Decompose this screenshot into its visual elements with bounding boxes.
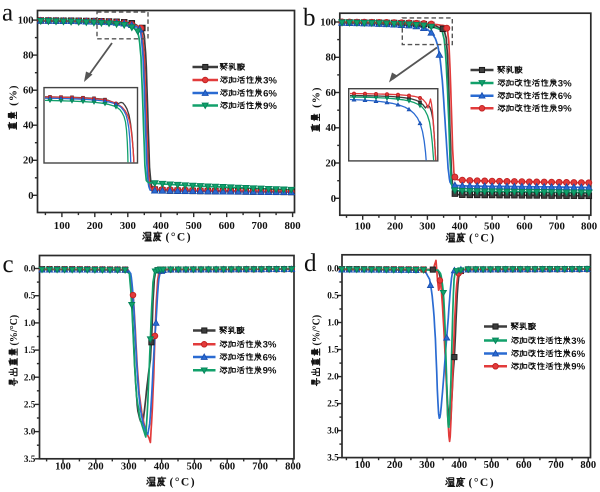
svg-text:6%: 6%	[263, 352, 277, 363]
svg-text:100: 100	[55, 461, 71, 472]
svg-text:3%: 3%	[571, 336, 585, 347]
svg-text:20: 20	[326, 159, 337, 170]
svg-text:(°C): (°C)	[469, 233, 496, 245]
svg-text:3%: 3%	[263, 75, 277, 86]
svg-text:200: 200	[87, 220, 103, 232]
svg-text:9%: 9%	[571, 362, 585, 373]
svg-text:9%: 9%	[558, 104, 572, 115]
svg-text:9%: 9%	[263, 366, 277, 377]
svg-text:0: 0	[331, 194, 336, 205]
svg-text:0: 0	[28, 191, 33, 202]
svg-text:3.0: 3.0	[327, 426, 339, 436]
svg-text:d: d	[304, 250, 317, 277]
svg-text:3.0: 3.0	[24, 427, 36, 437]
svg-text:2.5: 2.5	[24, 400, 36, 410]
svg-text:300: 300	[120, 220, 136, 232]
svg-text:200: 200	[387, 221, 403, 233]
svg-text:(%/°C): (%/°C)	[9, 315, 20, 346]
svg-text:(°C): (°C)	[469, 477, 496, 489]
svg-text:100: 100	[18, 16, 34, 27]
svg-text:100: 100	[355, 221, 371, 233]
svg-text:200: 200	[88, 461, 104, 472]
svg-text:300: 300	[419, 460, 435, 471]
svg-text:(%/°C): (%/°C)	[311, 315, 322, 346]
svg-text:6%: 6%	[558, 91, 572, 102]
svg-text:(%): (%)	[310, 86, 322, 107]
svg-text:2.5: 2.5	[327, 399, 339, 409]
svg-text:300: 300	[419, 221, 435, 233]
svg-text:700: 700	[251, 220, 267, 232]
svg-text:(°C): (°C)	[170, 477, 197, 489]
svg-text:1.0: 1.0	[327, 318, 339, 328]
svg-text:700: 700	[252, 461, 268, 472]
svg-text:c: c	[3, 251, 14, 278]
svg-text:a: a	[2, 0, 13, 27]
svg-text:80: 80	[326, 53, 337, 64]
svg-text:60: 60	[23, 86, 34, 97]
svg-text:2.0: 2.0	[24, 372, 36, 382]
svg-text:100: 100	[355, 460, 371, 471]
svg-text:500: 500	[484, 460, 500, 471]
svg-text:200: 200	[387, 460, 403, 471]
svg-text:300: 300	[121, 461, 137, 472]
svg-text:0.0: 0.0	[24, 264, 36, 274]
svg-text:80: 80	[23, 51, 34, 62]
svg-text:9%: 9%	[263, 101, 277, 112]
svg-text:0.5: 0.5	[327, 291, 339, 301]
svg-text:20: 20	[23, 156, 34, 167]
svg-text:700: 700	[548, 460, 564, 471]
svg-text:800: 800	[581, 221, 597, 233]
svg-text:3.5: 3.5	[24, 454, 36, 464]
svg-text:500: 500	[187, 461, 203, 472]
svg-text:800: 800	[580, 460, 596, 471]
svg-text:b: b	[303, 4, 316, 31]
svg-text:0.5: 0.5	[24, 291, 36, 301]
svg-text:600: 600	[219, 461, 235, 472]
svg-text:100: 100	[54, 220, 70, 232]
svg-text:6%: 6%	[263, 88, 277, 99]
svg-text:0.0: 0.0	[327, 264, 339, 274]
svg-text:60: 60	[326, 88, 337, 99]
svg-text:800: 800	[285, 461, 301, 472]
svg-text:600: 600	[516, 460, 532, 471]
svg-text:40: 40	[326, 123, 337, 134]
svg-text:(%): (%)	[7, 84, 19, 105]
svg-text:1.0: 1.0	[24, 318, 36, 328]
svg-text:400: 400	[451, 460, 467, 471]
svg-text:700: 700	[549, 221, 565, 233]
svg-text:600: 600	[219, 220, 235, 232]
svg-text:40: 40	[23, 121, 34, 132]
svg-text:800: 800	[284, 220, 300, 232]
svg-text:3.5: 3.5	[327, 453, 339, 463]
svg-text:500: 500	[186, 220, 202, 232]
svg-text:3%: 3%	[558, 78, 572, 89]
svg-text:100: 100	[320, 18, 336, 29]
svg-text:400: 400	[153, 220, 169, 232]
svg-text:400: 400	[154, 461, 170, 472]
svg-text:500: 500	[484, 221, 500, 233]
svg-text:600: 600	[516, 221, 532, 233]
svg-text:2.0: 2.0	[327, 372, 339, 382]
svg-text:3%: 3%	[263, 340, 277, 351]
svg-text:1.5: 1.5	[327, 345, 339, 355]
svg-text:400: 400	[452, 221, 468, 233]
svg-text:1.5: 1.5	[24, 345, 36, 355]
svg-text:(°C): (°C)	[166, 232, 193, 244]
svg-text:6%: 6%	[571, 349, 585, 360]
